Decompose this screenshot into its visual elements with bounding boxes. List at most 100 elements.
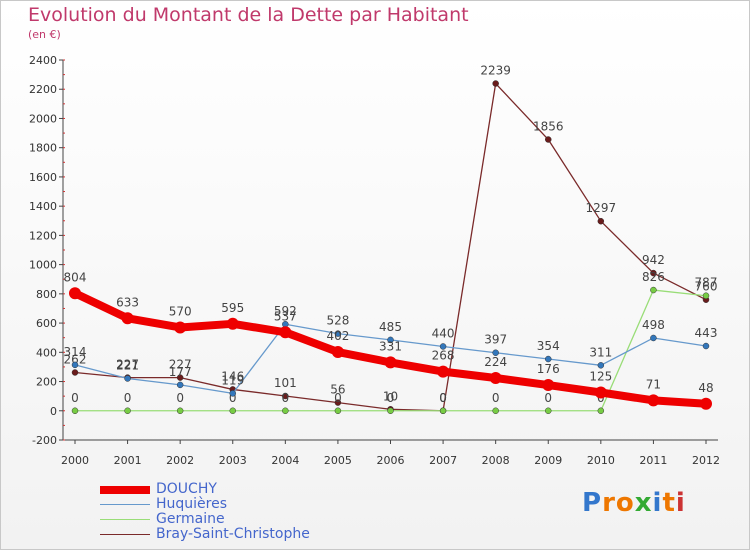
data-point bbox=[492, 407, 499, 415]
y-tick-label: 800 bbox=[36, 288, 57, 301]
data-point bbox=[176, 407, 184, 415]
data-point bbox=[226, 317, 239, 330]
data-label: 537 bbox=[274, 309, 297, 323]
y-tick-label: 600 bbox=[36, 317, 57, 330]
data-label: 826 bbox=[642, 270, 665, 284]
data-label: 0 bbox=[387, 391, 395, 405]
data-point bbox=[489, 372, 502, 385]
x-tick-label: 2003 bbox=[219, 454, 247, 467]
data-point bbox=[597, 362, 605, 369]
x-tick-label: 2010 bbox=[587, 454, 615, 467]
y-tick-label: 2200 bbox=[29, 83, 57, 96]
data-point bbox=[650, 269, 657, 277]
y-tick-label: 1400 bbox=[29, 200, 57, 213]
data-label: 633 bbox=[116, 295, 139, 309]
data-point bbox=[331, 346, 344, 359]
data-label: 570 bbox=[169, 304, 192, 318]
logo-letter: x bbox=[634, 488, 653, 518]
logo-letter: P bbox=[582, 488, 603, 518]
data-label: 2239 bbox=[480, 64, 511, 78]
data-point bbox=[437, 365, 450, 378]
data-point bbox=[124, 407, 131, 415]
data-label: 402 bbox=[326, 329, 349, 343]
data-point bbox=[647, 394, 660, 407]
logo-letter: i bbox=[675, 488, 686, 518]
data-label: 0 bbox=[124, 391, 132, 405]
data-point bbox=[597, 217, 605, 225]
data-point bbox=[334, 399, 342, 406]
data-label: 1856 bbox=[533, 120, 564, 134]
data-label: 397 bbox=[484, 333, 507, 347]
data-label: 528 bbox=[326, 314, 349, 328]
y-tick-label: 2400 bbox=[29, 54, 57, 67]
data-point bbox=[492, 80, 499, 87]
data-point bbox=[650, 334, 657, 342]
logo-letter: r bbox=[602, 488, 616, 518]
data-label: 119 bbox=[221, 373, 244, 387]
data-point bbox=[387, 336, 394, 344]
data-point bbox=[229, 390, 236, 397]
data-label: 176 bbox=[537, 362, 560, 376]
data-point bbox=[594, 386, 607, 399]
x-tick-label: 2001 bbox=[114, 454, 142, 467]
logo-letter: i bbox=[652, 488, 663, 518]
data-label: 48 bbox=[698, 381, 713, 395]
x-tick-label: 2012 bbox=[692, 454, 720, 467]
data-point bbox=[545, 136, 552, 143]
data-label: 56 bbox=[330, 383, 345, 397]
data-label: 0 bbox=[334, 391, 342, 405]
data-point bbox=[71, 361, 79, 369]
data-point bbox=[545, 355, 552, 363]
x-tick-label: 2002 bbox=[166, 454, 194, 467]
x-tick-label: 2007 bbox=[429, 454, 457, 467]
y-tick-label: 1200 bbox=[29, 229, 57, 242]
data-point bbox=[121, 312, 134, 325]
y-tick-label: -200 bbox=[32, 434, 57, 447]
y-tick-label: 400 bbox=[36, 346, 57, 359]
data-label: 311 bbox=[589, 345, 612, 359]
logo-letter: o bbox=[615, 488, 635, 518]
x-tick-label: 2000 bbox=[61, 454, 89, 467]
data-label: 485 bbox=[379, 320, 402, 334]
data-point bbox=[384, 356, 397, 369]
data-label: 10 bbox=[383, 389, 398, 403]
data-point bbox=[124, 375, 131, 382]
y-tick-label: 0 bbox=[50, 405, 57, 418]
data-label: 314 bbox=[64, 345, 87, 359]
data-label: 177 bbox=[169, 365, 192, 379]
data-point bbox=[279, 326, 292, 339]
data-label: 804 bbox=[64, 270, 87, 284]
legend-label: DOUCHY bbox=[156, 481, 217, 497]
data-point bbox=[334, 407, 342, 415]
data-point bbox=[71, 369, 79, 376]
data-label: 592 bbox=[274, 304, 297, 318]
data-label: 221 bbox=[116, 358, 139, 372]
data-label: 227 bbox=[169, 358, 192, 372]
y-tick-label: 1800 bbox=[29, 142, 57, 155]
data-point bbox=[71, 407, 79, 415]
data-label: 0 bbox=[544, 391, 552, 405]
data-label: 0 bbox=[439, 391, 447, 405]
data-point bbox=[439, 407, 447, 415]
data-point bbox=[542, 379, 555, 392]
legend-swatch bbox=[100, 486, 150, 494]
proxiti-logo: Proxiti bbox=[582, 488, 686, 518]
data-label: 146 bbox=[221, 369, 244, 383]
data-point bbox=[282, 392, 289, 400]
x-tick-label: 2008 bbox=[482, 454, 510, 467]
data-label: 101 bbox=[274, 376, 297, 390]
chart-subtitle: (en €) bbox=[28, 28, 61, 41]
data-point bbox=[545, 407, 552, 415]
x-tick-label: 2009 bbox=[534, 454, 562, 467]
x-tick-label: 2005 bbox=[324, 454, 352, 467]
y-tick-label: 1600 bbox=[29, 171, 57, 184]
data-label: 0 bbox=[282, 391, 290, 405]
data-point bbox=[702, 292, 710, 299]
data-point bbox=[492, 349, 499, 356]
data-label: 787 bbox=[695, 276, 718, 290]
legend-label: Germaine bbox=[156, 511, 225, 527]
data-label: 71 bbox=[646, 377, 661, 391]
data-label: 262 bbox=[64, 352, 87, 366]
